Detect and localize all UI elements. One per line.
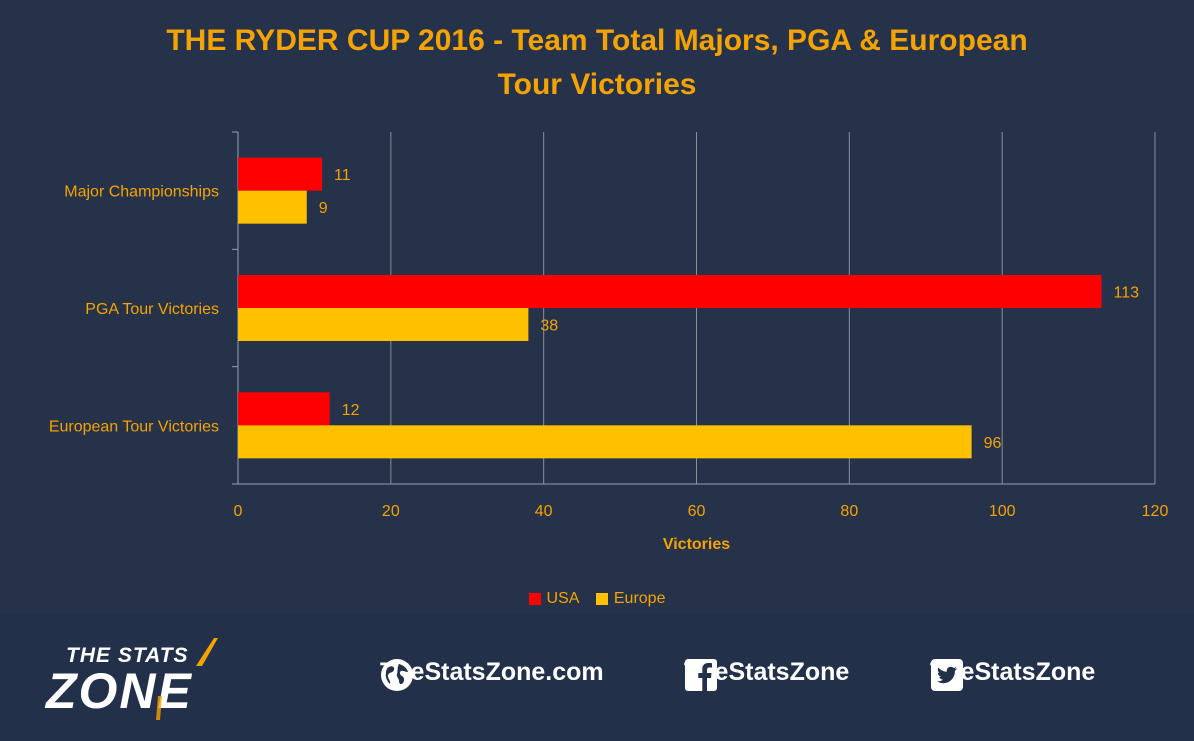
chart-title-line-2: Tour Victories bbox=[497, 68, 697, 101]
x-tick-label-80: 80 bbox=[840, 503, 858, 520]
logo-text-bottom: ZONE bbox=[46, 663, 193, 719]
legend-label-usa: USA bbox=[546, 590, 580, 607]
bar-europe-1 bbox=[238, 308, 529, 341]
bar-usa-1 bbox=[238, 275, 1102, 308]
data-label-europe-0: 9 bbox=[319, 200, 328, 217]
legend-label-europe: Europe bbox=[613, 590, 666, 607]
bar-europe-2 bbox=[238, 425, 972, 459]
bar-europe-0 bbox=[238, 190, 307, 224]
category-label-0: Major Championships bbox=[64, 184, 219, 201]
legend-swatch-usa bbox=[528, 593, 541, 605]
x-tick-label-40: 40 bbox=[535, 503, 553, 520]
stats-zone-logo[interactable]: THE STATS ZONE bbox=[46, 636, 256, 726]
twitter-icon bbox=[931, 659, 963, 691]
x-tick-label-0: 0 bbox=[234, 503, 243, 520]
twitter-link[interactable]: TheStatsZone bbox=[930, 658, 1095, 691]
data-label-usa-1: 113 bbox=[1114, 285, 1140, 302]
category-label-2: European Tour Victories bbox=[49, 418, 219, 435]
legend-item-europe: Europe bbox=[595, 590, 666, 608]
globe-icon bbox=[381, 659, 413, 691]
bar-chart: 0 20 40 60 80 100 120 Victories Major Championsh… bbox=[49, 131, 1169, 553]
data-label-europe-1: 38 bbox=[540, 318, 558, 335]
bar-usa-0 bbox=[238, 157, 323, 191]
x-tick-label-60: 60 bbox=[688, 503, 706, 520]
x-axis-title: Victories bbox=[663, 536, 730, 553]
chart-title-line-1: THE RYDER CUP 2016 - Team Total Majors, … bbox=[166, 24, 1028, 57]
logo-text-top: THE STATS bbox=[66, 644, 189, 667]
data-label-europe-2: 96 bbox=[984, 435, 1002, 452]
legend-item-usa: USA bbox=[528, 590, 580, 608]
footer: THE STATS ZONE TheStatsZone.com TheStats… bbox=[0, 614, 1194, 741]
facebook-link[interactable]: TheStatsZone bbox=[684, 658, 849, 691]
chart-panel: THE RYDER CUP 2016 - Team Total Majors, … bbox=[0, 24, 1194, 610]
data-label-usa-2: 12 bbox=[342, 402, 360, 419]
logo-slash-icon bbox=[156, 638, 218, 720]
x-tick-label-100: 100 bbox=[989, 503, 1016, 520]
legend-swatch-europe bbox=[595, 593, 608, 605]
legend: USA Europe bbox=[0, 590, 1194, 610]
facebook-icon bbox=[685, 659, 717, 691]
bar-usa-2 bbox=[238, 392, 330, 426]
category-label-1: PGA Tour Victories bbox=[85, 301, 219, 318]
x-tick-label-20: 20 bbox=[382, 503, 400, 520]
x-tick-label-120: 120 bbox=[1142, 503, 1169, 520]
website-link[interactable]: TheStatsZone.com bbox=[380, 658, 604, 691]
website-text: TheStatsZone.com bbox=[380, 658, 604, 686]
data-label-usa-0: 11 bbox=[334, 167, 351, 184]
